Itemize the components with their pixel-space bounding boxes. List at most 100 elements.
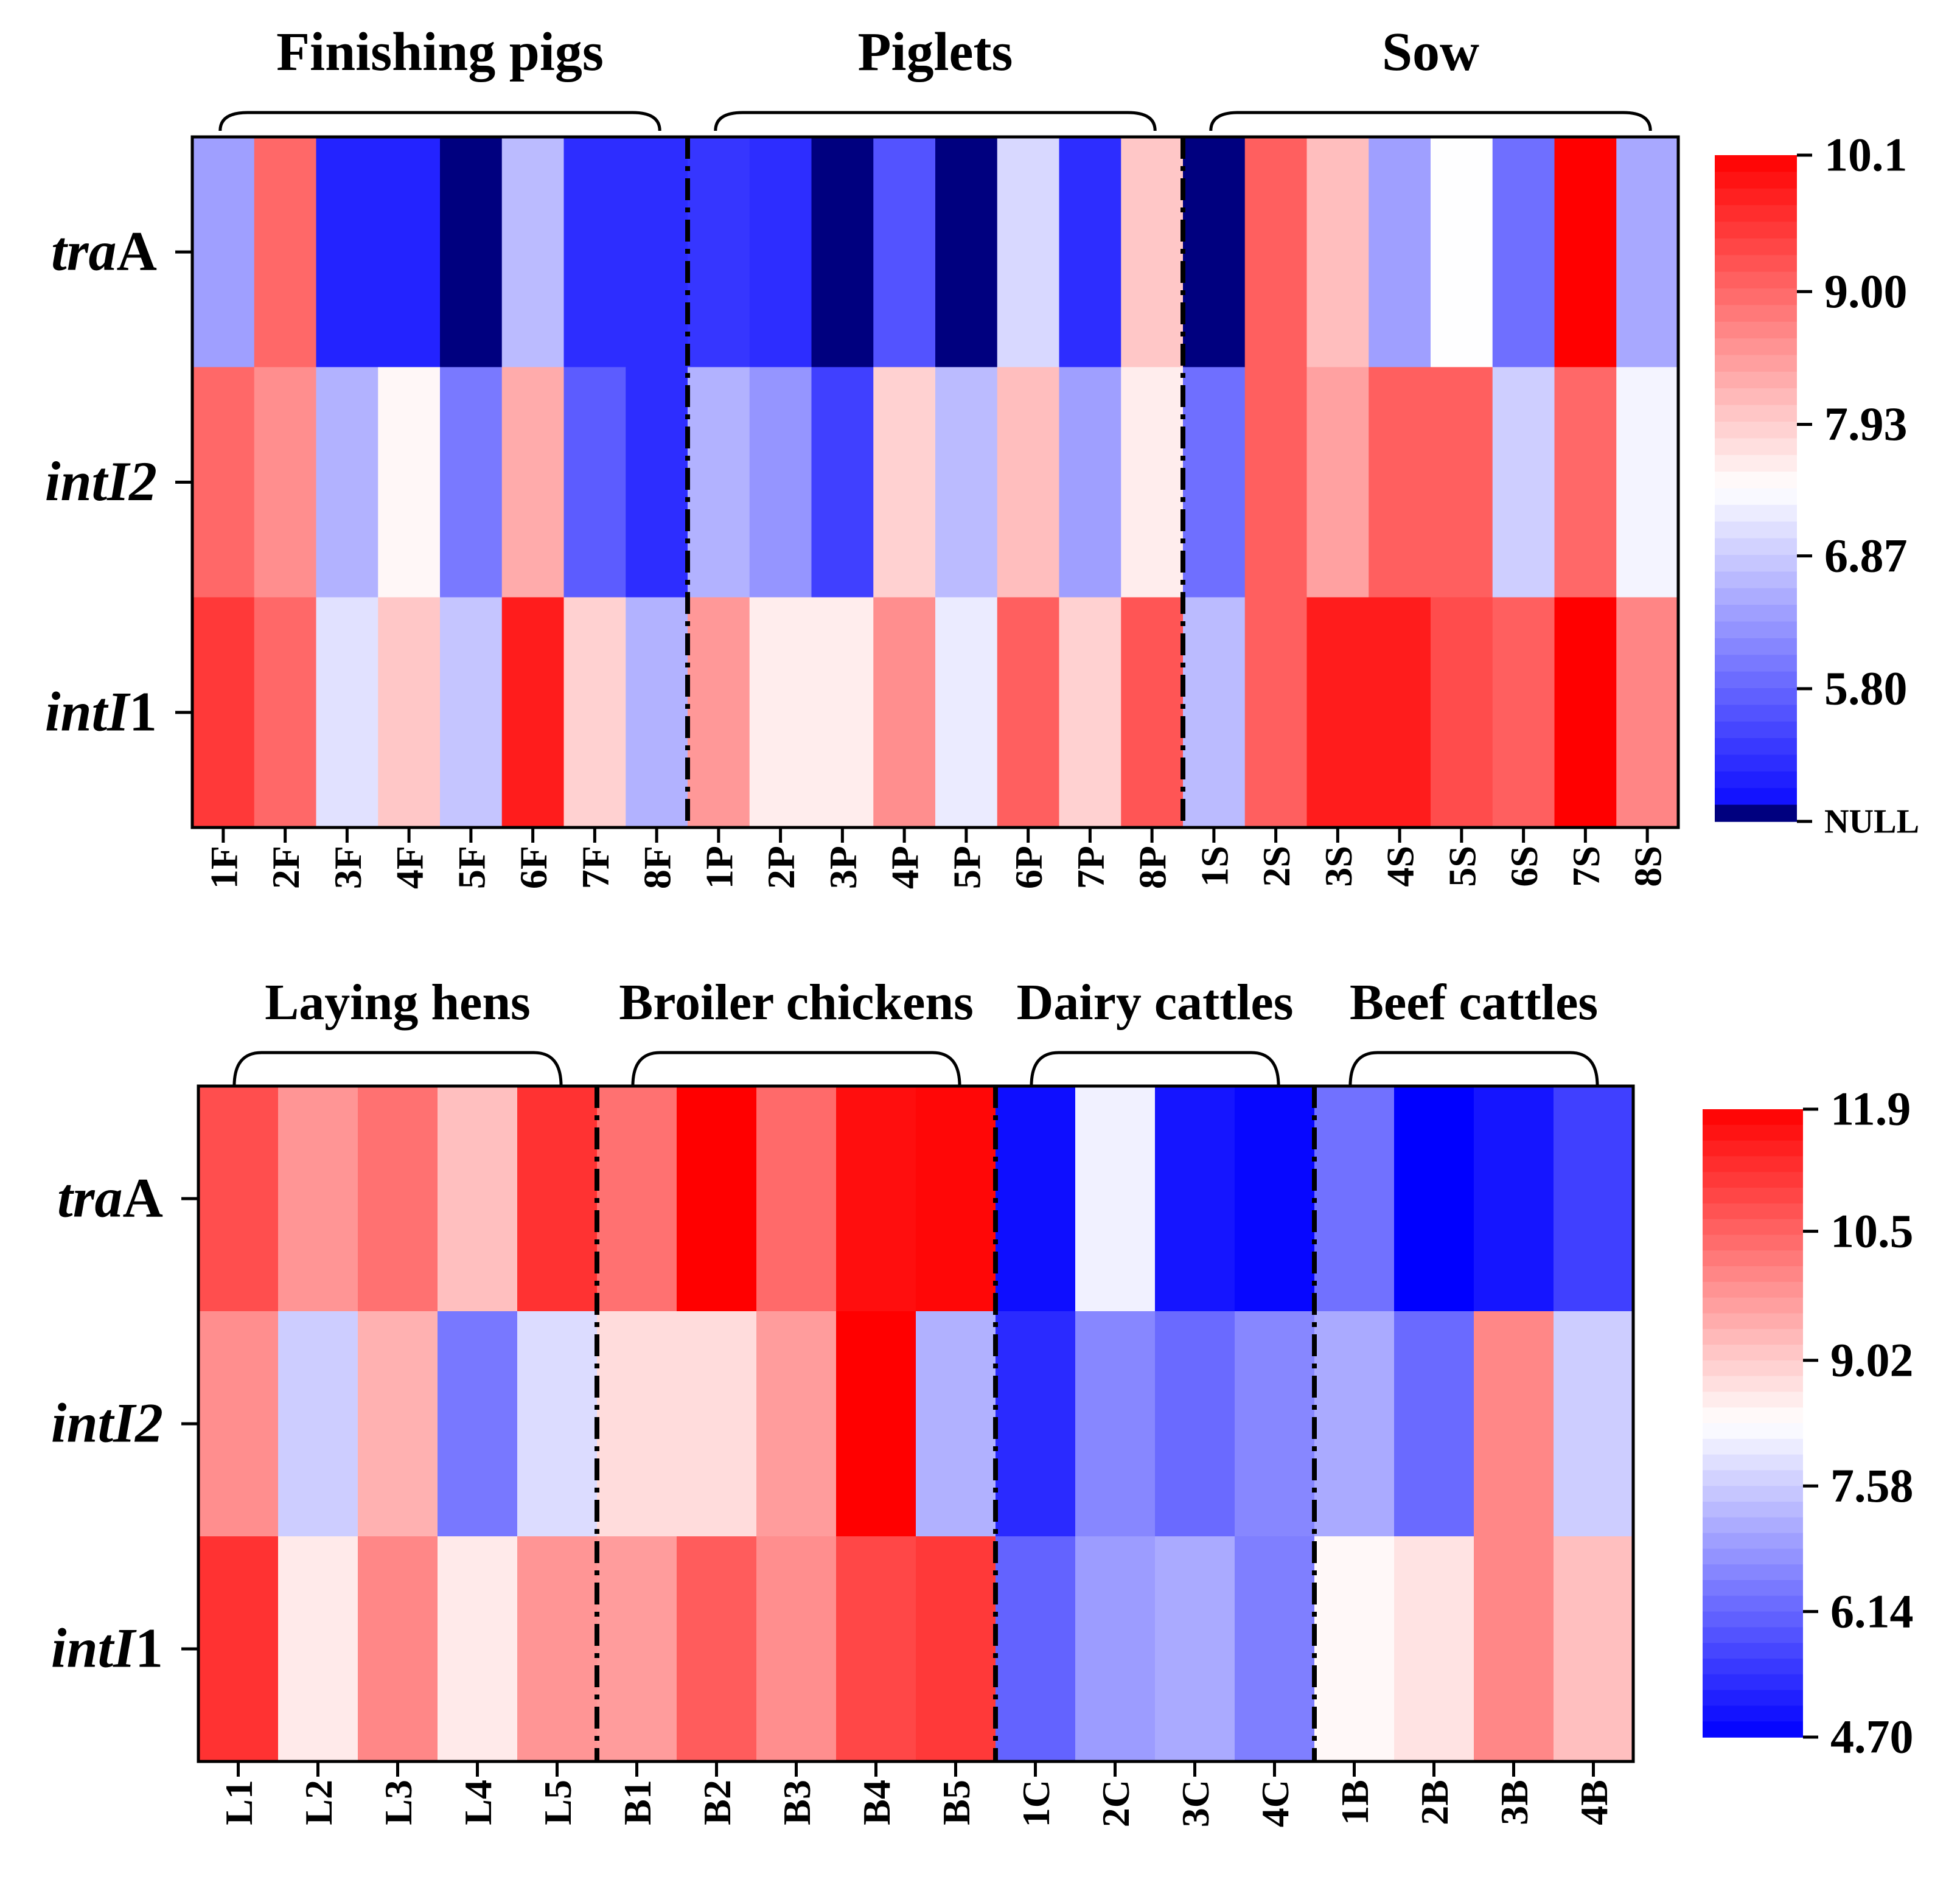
column-label: 7S <box>1564 846 1608 887</box>
heatmap-cell <box>517 1536 598 1762</box>
heatmap-cell <box>597 1536 677 1762</box>
heatmap-cell <box>916 1311 996 1537</box>
colorbar-segment <box>1703 1643 1803 1659</box>
heatmap-cell <box>254 597 317 828</box>
heatmap-cell <box>873 597 936 828</box>
colorbar-tick-label: 10.1 <box>1824 128 1908 181</box>
heatmap-cell <box>517 1311 598 1537</box>
heatmap-cell <box>1554 137 1617 367</box>
heatmap-cell <box>688 367 750 598</box>
group-bracket <box>232 1051 563 1087</box>
column-label: 2S <box>1255 846 1298 887</box>
heatmap-cell <box>811 137 874 367</box>
colorbar-segment <box>1715 305 1797 322</box>
colorbar-segment <box>1715 472 1797 489</box>
colorbar-tick-label: 6.87 <box>1824 529 1908 582</box>
heatmap-cell <box>1314 1086 1395 1312</box>
row-label: traA <box>51 220 157 282</box>
heatmap-cell <box>1474 1311 1554 1537</box>
colorbar-tick-label: 9.00 <box>1824 265 1908 318</box>
column-label: L5 <box>536 1780 579 1825</box>
heatmap-cell <box>1183 137 1246 367</box>
heatmap-cell <box>1554 1311 1634 1537</box>
row-label: intI1 <box>45 680 157 742</box>
colorbar-segment <box>1703 1517 1803 1534</box>
colorbar-segment <box>1703 1297 1803 1314</box>
colorbar-segment <box>1715 355 1797 372</box>
heatmap-cell <box>198 1086 279 1312</box>
colorbar-segment <box>1715 771 1797 789</box>
heatmap-cell <box>438 1086 518 1312</box>
colorbar-segment <box>1715 422 1797 439</box>
row-label: intI2 <box>51 1392 163 1454</box>
heatmap-cell <box>1616 137 1679 367</box>
heatmap-cell <box>1492 367 1555 598</box>
colorbar-segment <box>1715 705 1797 722</box>
heatmap-cell <box>378 367 441 598</box>
colorbar-segment <box>1703 1281 1803 1298</box>
heatmap-cell <box>1314 1536 1395 1762</box>
colorbar-segment <box>1715 438 1797 456</box>
column-label: 8P <box>1131 846 1174 889</box>
colorbar-segment <box>1715 405 1797 422</box>
colorbar-segment <box>1715 521 1797 539</box>
colorbar-segment <box>1715 571 1797 589</box>
heatmap-cell <box>626 137 688 367</box>
group-title: Sow <box>1382 22 1479 82</box>
heatmap-cell <box>1554 367 1617 598</box>
heatmap-cell <box>440 367 503 598</box>
heatmap-cell <box>688 597 750 828</box>
colorbar-segment <box>1703 1502 1803 1518</box>
heatmap-cell <box>1235 1086 1315 1312</box>
colorbar-segment <box>1703 1407 1803 1424</box>
heatmap-cell <box>1369 137 1431 367</box>
colorbar-segment <box>1715 155 1797 173</box>
heatmap-cell <box>1554 597 1617 828</box>
heatmap-cell <box>677 1536 757 1762</box>
colorbar-segment <box>1703 1595 1803 1612</box>
colorbar-segment <box>1715 605 1797 622</box>
group-bracket <box>1030 1051 1280 1087</box>
heatmap-cell <box>811 597 874 828</box>
column-label: 3P <box>821 846 865 889</box>
row-label: traA <box>57 1166 163 1228</box>
heatmap-cell <box>316 367 378 598</box>
heatmap-cell <box>1075 1311 1156 1537</box>
heatmap-cell <box>935 137 998 367</box>
heatmap-cell <box>749 367 812 598</box>
heatmap-cell <box>836 1536 916 1762</box>
heatmap-cell <box>873 137 936 367</box>
heatmap-cell <box>873 367 936 598</box>
heatmap-cell <box>192 597 255 828</box>
column-label: B1 <box>616 1780 659 1825</box>
heatmap-cell <box>1616 597 1679 828</box>
heatmap-cell <box>811 367 874 598</box>
heatmap-cell <box>563 597 626 828</box>
heatmap-cell <box>1075 1536 1156 1762</box>
colorbar-segment <box>1715 172 1797 189</box>
colorbar-segment <box>1715 205 1797 223</box>
heatmap-cell <box>278 1536 358 1762</box>
colorbar-tick-label: 5.80 <box>1824 662 1908 715</box>
heatmap-cell <box>1121 367 1184 598</box>
colorbar-segment <box>1703 1392 1803 1408</box>
colorbar-segment <box>1715 188 1797 206</box>
heatmap-cell <box>378 137 441 367</box>
colorbar-segment <box>1703 1705 1803 1722</box>
heatmap-cell <box>1183 367 1246 598</box>
colorbar-segment <box>1715 754 1797 772</box>
heatmap-cell <box>1369 597 1431 828</box>
colorbar-segment <box>1715 271 1797 289</box>
colorbar-segment <box>1703 1219 1803 1236</box>
column-label: B2 <box>696 1780 739 1825</box>
colorbar-segment <box>1703 1533 1803 1550</box>
column-label: B4 <box>855 1780 898 1825</box>
colorbar-segment <box>1703 1109 1803 1126</box>
colorbar-segment <box>1715 371 1797 389</box>
heatmap-cell <box>997 367 1060 598</box>
row-label: intI2 <box>45 450 157 512</box>
group-title: Broiler chickens <box>619 974 974 1031</box>
heatmap-cell <box>563 137 626 367</box>
column-label: 4P <box>884 846 927 889</box>
heatmap-cell <box>1306 367 1369 598</box>
